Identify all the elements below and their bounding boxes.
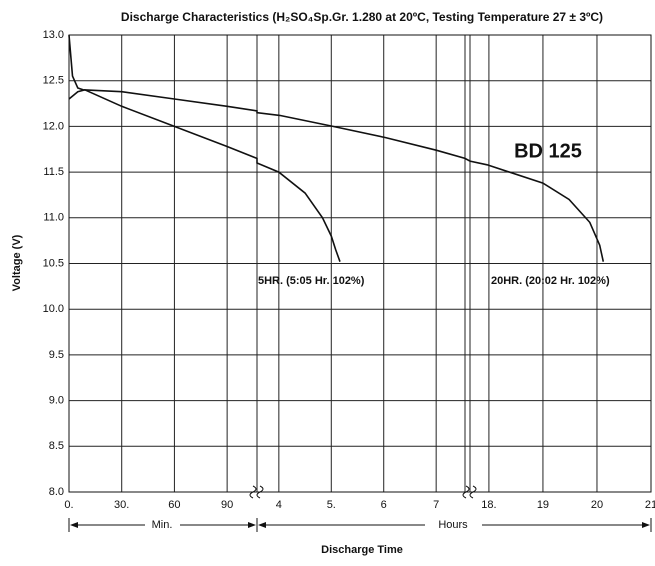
x-tick-label: 0. xyxy=(64,499,73,511)
unit-label: Hours xyxy=(438,519,468,531)
discharge-curve xyxy=(68,88,341,262)
curve-label: 20HR. (20:02 Hr. 102%) xyxy=(491,275,610,287)
annotation: BD 125 xyxy=(514,140,582,162)
y-tick-label: 10.0 xyxy=(43,303,64,315)
y-tick-label: 9.0 xyxy=(49,395,64,407)
chart-title: Discharge Characteristics (H₂SO₄Sp.Gr. 1… xyxy=(121,10,603,24)
y-tick-label: 12.0 xyxy=(43,120,64,132)
y-tick-label: 13.0 xyxy=(43,29,64,41)
unit-label: Min. xyxy=(152,519,173,531)
x-tick-label: 7 xyxy=(433,499,439,511)
y-tick-label: 11.5 xyxy=(43,166,64,178)
x-tick-label: 90 xyxy=(221,499,233,511)
curve-label: 5HR. (5:05 Hr. 102%) xyxy=(258,275,365,287)
discharge-curve xyxy=(68,34,605,262)
x-tick-label: 60 xyxy=(168,499,180,511)
plot-border xyxy=(68,34,652,493)
x-tick-label: 19 xyxy=(537,499,549,511)
y-tick-label: 8.5 xyxy=(49,440,64,452)
x-tick-label: 4 xyxy=(276,499,282,511)
x-tick-label: 21 xyxy=(645,499,655,511)
y-tick-label: 11.0 xyxy=(43,212,64,224)
x-axis-label: Discharge Time xyxy=(321,544,403,556)
y-tick-label: 10.5 xyxy=(43,257,64,269)
y-tick-label: 9.5 xyxy=(49,349,64,361)
x-tick-label: 20 xyxy=(591,499,603,511)
y-tick-label: 12.5 xyxy=(43,75,64,87)
x-tick-label: 30. xyxy=(114,499,129,511)
x-tick-label: 18. xyxy=(481,499,496,511)
unit-arrows xyxy=(68,518,652,532)
x-tick-label: 6 xyxy=(381,499,387,511)
y-axis-label: Voltage (V) xyxy=(11,234,23,291)
y-tick-label: 8.0 xyxy=(49,486,64,498)
x-tick-label: 5. xyxy=(327,499,336,511)
